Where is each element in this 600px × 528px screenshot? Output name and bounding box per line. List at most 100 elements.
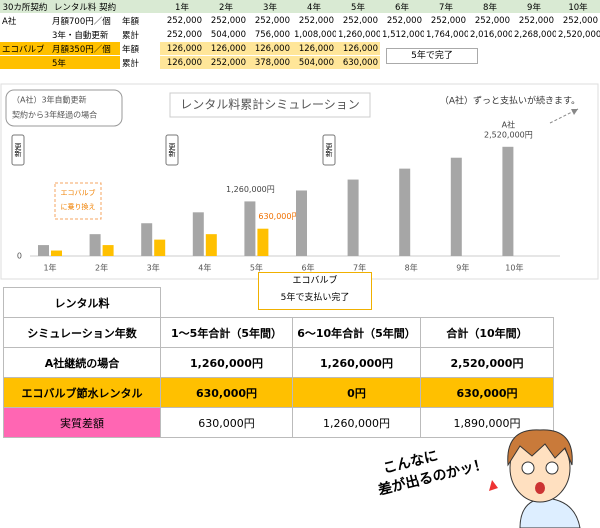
header-cell [120, 0, 160, 14]
cell: 1,260,000円 [160, 347, 293, 378]
value-label: 630,000円 [258, 212, 299, 221]
cell: エコバルブ節水レンタル [3, 377, 161, 408]
cell: シミュレーション年数 [3, 317, 161, 348]
cell: 2,520,000 [556, 27, 600, 42]
row: エコバルブ節水レンタル 630,000円 0円 630,000円 [3, 377, 555, 408]
mark [489, 480, 498, 491]
callout-line: 5年で支払い完了 [280, 293, 350, 303]
cell: 月額350円／個 [50, 41, 120, 56]
body [519, 497, 581, 528]
x-tick-label: 9年 [456, 263, 469, 273]
cell: 3年・自動更新 [50, 27, 120, 42]
hair [507, 429, 573, 467]
x-tick-label: 7年 [353, 263, 366, 273]
cell: 252,000 [248, 13, 292, 28]
cell: 1,764,000 [424, 27, 468, 42]
cell [556, 55, 600, 70]
note-box [5, 89, 123, 127]
x-tick-label: 1年 [43, 263, 56, 273]
chart-title: レンタル料累計シミュレーション [180, 97, 360, 112]
cell [0, 55, 50, 70]
cell: 1,512,000 [380, 27, 424, 42]
header-cell: 8年 [468, 0, 512, 14]
renewal-label: 更新 [325, 143, 333, 158]
row: A社 月額700円／個 年額 252,000 252,000 252,000 252,000… [0, 13, 600, 28]
note: 5年で完了 [386, 48, 478, 64]
cell [468, 41, 512, 56]
bar [154, 239, 166, 256]
cell: 126,000 [160, 55, 204, 70]
cell [512, 41, 556, 56]
row: 5年 累計 126,000 252,000 378,000 504,000 630,000 [0, 55, 600, 70]
cell: 252,000 [292, 13, 336, 28]
cell [0, 27, 50, 42]
mouth [535, 482, 545, 494]
note: （A社）3年自動更新 [12, 95, 87, 105]
chart: レンタル料累計シミュレーション （A社）3年自動更新 契約から3年経過の場合 （… [0, 83, 599, 280]
bar [502, 146, 514, 256]
bar [205, 234, 217, 256]
x-tick-label: 6年 [301, 263, 314, 273]
bar [347, 179, 359, 256]
cell [512, 55, 556, 70]
note: エコバルブ [61, 188, 96, 197]
cell: 累計 [120, 55, 160, 70]
cell: 252,000 [512, 13, 556, 28]
cell [468, 55, 512, 70]
cell: 252,000 [468, 13, 512, 28]
cell [161, 288, 554, 318]
row: 実質差額 630,000円 1,260,000円 1,890,000円 [3, 407, 555, 438]
cell: 126,000 [336, 41, 380, 56]
row: レンタル料 [3, 287, 554, 318]
cell: 630,000 [336, 55, 380, 70]
cell: 252,000 [424, 13, 468, 28]
title-box [169, 92, 371, 118]
summary-table: レンタル料 シミュレーション年数 1～5年合計（5年間） 6～10年合計（5年間） 合計… [3, 287, 555, 438]
cell [556, 41, 600, 56]
cell: 5年 [50, 55, 120, 70]
eye [545, 461, 559, 475]
bar [141, 223, 153, 256]
cell: 252,000 [204, 13, 248, 28]
row: シミュレーション年数 1～5年合計（5年間） 6～10年合計（5年間） 合計（10年間… [3, 317, 555, 348]
row: エコバルブ 月額350円／個 年額 126,000 126,000 126,000 126,… [0, 41, 600, 56]
bar [102, 245, 114, 256]
cell: 1～5年合計（5年間） [160, 317, 293, 348]
renewal-label: 更新 [14, 143, 22, 158]
cell: 252,000 [380, 13, 424, 28]
header-cell: 3年 [248, 0, 292, 14]
callout-line: エコバルブ [292, 276, 338, 286]
row: A社継続の場合 1,260,000円 1,260,000円 2,520,000円 [3, 347, 555, 378]
cell: 252,000 [556, 13, 600, 28]
header-cell: 4年 [292, 0, 336, 14]
renewal-box [322, 134, 336, 166]
bar [89, 234, 101, 256]
cell: 378,000 [248, 55, 292, 70]
cell: 252,000 [160, 13, 204, 28]
header-cell: 1年 [160, 0, 204, 14]
cell: 月額700円／個 [50, 13, 120, 28]
cell: 1,260,000円 [292, 407, 421, 438]
cell: 756,000 [248, 27, 292, 42]
cell: 630,000円 [160, 407, 293, 438]
cell: 2,268,000 [512, 27, 556, 42]
cell: 630,000円 [419, 377, 555, 408]
header-row: 30カ所契約 レンタル料 契約 1年 2年 3年 4年 5年 6年 7年 8年 9年 10年 [0, 0, 600, 14]
bar [296, 190, 307, 256]
arrow-head [571, 109, 578, 115]
cell: 252,000 [160, 27, 204, 42]
cell: 合計（10年間） [419, 317, 555, 348]
cell: 630,000円 [160, 377, 293, 408]
renewal-box [165, 134, 179, 166]
y-tick-label: 0 [17, 252, 22, 261]
cell: 504,000 [292, 55, 336, 70]
bar [450, 157, 462, 256]
x-tick-label: 8年 [405, 263, 418, 273]
cell: 126,000 [248, 41, 292, 56]
cell: 126,000 [292, 41, 336, 56]
x-tick-label: 5年 [250, 263, 263, 273]
cell: 6～10年合計（5年間） [292, 317, 421, 348]
header-cell: レンタル料 契約 [50, 0, 120, 14]
header-cell: 5年 [336, 0, 380, 14]
